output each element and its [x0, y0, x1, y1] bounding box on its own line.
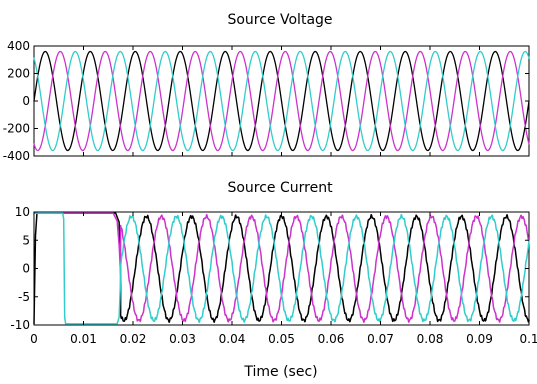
current-series-2 — [33, 212, 530, 323]
y-tick-label: 10 — [15, 205, 30, 219]
voltage-ticks: 400 200 0 -200 -400 — [3, 39, 530, 163]
x-tick-label: 0.07 — [367, 332, 394, 346]
y-tick-label: -10 — [10, 318, 30, 332]
y-tick-label: 0 — [22, 94, 30, 108]
x-tick-label: 0.06 — [318, 332, 345, 346]
x-tick-label: 0.1 — [519, 332, 537, 346]
x-tick-label: 0.05 — [268, 332, 295, 346]
voltage-plot-title: Source Voltage — [227, 12, 332, 28]
y-tick-label: 200 — [7, 67, 30, 81]
x-tick-label: 0.09 — [466, 332, 493, 346]
x-tick-label: 0.03 — [169, 332, 196, 346]
current-plot-title: Source Current — [227, 180, 333, 196]
current-series-1 — [33, 212, 530, 325]
voltage-series-group — [33, 50, 530, 152]
x-tick-label: 0.01 — [70, 332, 97, 346]
current-ticks: 0 0.01 0.02 0.03 0.04 0.05 0.06 0.07 0.08 0.09 0.1… — [10, 205, 537, 346]
x-tick-label: 0 — [30, 332, 38, 346]
voltage-series-2 — [33, 50, 530, 152]
y-tick-label: -5 — [18, 290, 30, 304]
voltage-series-3 — [33, 50, 530, 152]
x-tick-label: 0.04 — [219, 332, 246, 346]
current-plot-frame — [33, 211, 530, 326]
current-series-3 — [33, 212, 530, 325]
current-plot-x-axis-label: Time (sec) — [243, 364, 317, 380]
current-series-group — [33, 212, 530, 325]
voltage-series-1 — [33, 50, 530, 152]
y-tick-label: 0 — [22, 262, 30, 276]
y-tick-label: 5 — [22, 233, 30, 247]
y-tick-label: 400 — [7, 39, 30, 53]
y-tick-label: -200 — [3, 122, 30, 136]
x-tick-label: 0.08 — [417, 332, 444, 346]
y-tick-label: -400 — [3, 149, 30, 163]
x-tick-label: 0.02 — [120, 332, 147, 346]
voltage-plot: Source Voltage 400 200 0 -200 -400 — [3, 12, 530, 163]
current-plot: Source Current Time (sec) 0 0.01 0.02 0.03 0… — [10, 180, 537, 380]
